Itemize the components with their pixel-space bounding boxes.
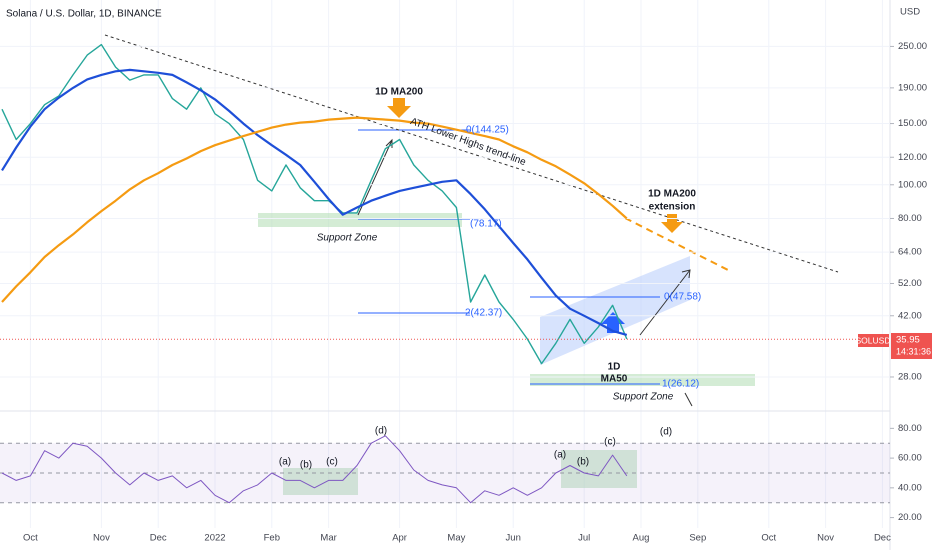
- annotation: 1D: [608, 362, 621, 373]
- y-tick-label: 20.00: [898, 512, 922, 523]
- y-tick-label: 28.00: [898, 371, 922, 382]
- y-tick-label: 80.00: [898, 423, 922, 434]
- countdown: 14:31:36: [896, 346, 931, 356]
- x-tick-label: Nov: [817, 533, 834, 544]
- annotation: 2(42.37): [465, 308, 502, 319]
- annotation: (b): [300, 460, 312, 471]
- rsi-line: [1, 435, 628, 504]
- y-tick-label: 42.00: [898, 310, 922, 321]
- y-tick-label: 250.00: [898, 41, 927, 52]
- annotation: Support Zone: [317, 233, 378, 244]
- x-tick-label: Feb: [264, 533, 280, 544]
- chart-title: Solana / U.S. Dollar, 1D, BINANCE: [6, 9, 162, 20]
- x-tick-label: Aug: [633, 533, 650, 544]
- x-tick-label: Sep: [689, 533, 706, 544]
- y-tick-label: 190.00: [898, 82, 927, 93]
- y-tick-label: 40.00: [898, 482, 922, 493]
- currency: USD: [900, 7, 920, 18]
- symbol-tag: [858, 334, 889, 347]
- x-tick-label: Nov: [93, 533, 110, 544]
- annotation: (78.17): [470, 219, 502, 230]
- ma200-extension: [624, 217, 729, 271]
- moving-average: [1, 68, 628, 336]
- annotation: (c): [326, 457, 338, 468]
- y-tick-label: 150.00: [898, 118, 927, 129]
- moving-average: [1, 116, 628, 303]
- y-tick-label: 64.00: [898, 247, 922, 258]
- last-price: 35.95: [896, 335, 920, 346]
- x-tick-label: Mar: [320, 533, 336, 544]
- annotation: 0(144.25): [466, 125, 509, 136]
- arrow-down: [661, 214, 683, 233]
- price-tag: [891, 333, 932, 359]
- annotation: (a): [554, 450, 566, 461]
- arrow-down: [387, 98, 411, 118]
- annotation: 1(26.12): [662, 379, 699, 390]
- annotation: (d): [375, 426, 387, 437]
- x-tick-label: Oct: [23, 533, 38, 544]
- rsi-band: [0, 443, 890, 503]
- trend-line: [104, 34, 839, 273]
- annotation: Support Zone: [613, 392, 674, 403]
- arrows: [357, 138, 693, 407]
- annotation: (a): [279, 457, 291, 468]
- annotation: 0(47.58): [664, 292, 701, 303]
- annotation: MA50: [601, 374, 628, 385]
- support-zone: [258, 213, 462, 227]
- annotation: extension: [649, 202, 696, 213]
- symbol: SOLUSD: [856, 335, 891, 345]
- x-tick-label: Jun: [506, 533, 521, 544]
- x-tick-label: Apr: [392, 533, 407, 544]
- fib-lines: [358, 129, 660, 385]
- x-tick-label: Jul: [578, 533, 590, 544]
- annotation: 1D MA200: [375, 87, 423, 98]
- y-tick-label: 80.00: [898, 213, 922, 224]
- y-tick-label: 120.00: [898, 152, 927, 163]
- y-tick-label: 100.00: [898, 179, 927, 190]
- rsi-zone: [561, 450, 637, 488]
- y-tick-label: 60.00: [898, 453, 922, 464]
- annotation: (d): [660, 427, 672, 438]
- x-tick-label: Dec: [150, 533, 167, 544]
- x-tick-label: 2022: [204, 533, 225, 544]
- x-tick-label: May: [447, 533, 465, 544]
- annotation: 1D MA200: [648, 189, 696, 200]
- price-line: [1, 43, 628, 365]
- x-tick-label: Oct: [761, 533, 776, 544]
- annotation: (c): [604, 437, 616, 448]
- x-tick-label: Dec: [874, 533, 891, 544]
- y-tick-label: 52.00: [898, 278, 922, 289]
- annotation: (b): [577, 457, 589, 468]
